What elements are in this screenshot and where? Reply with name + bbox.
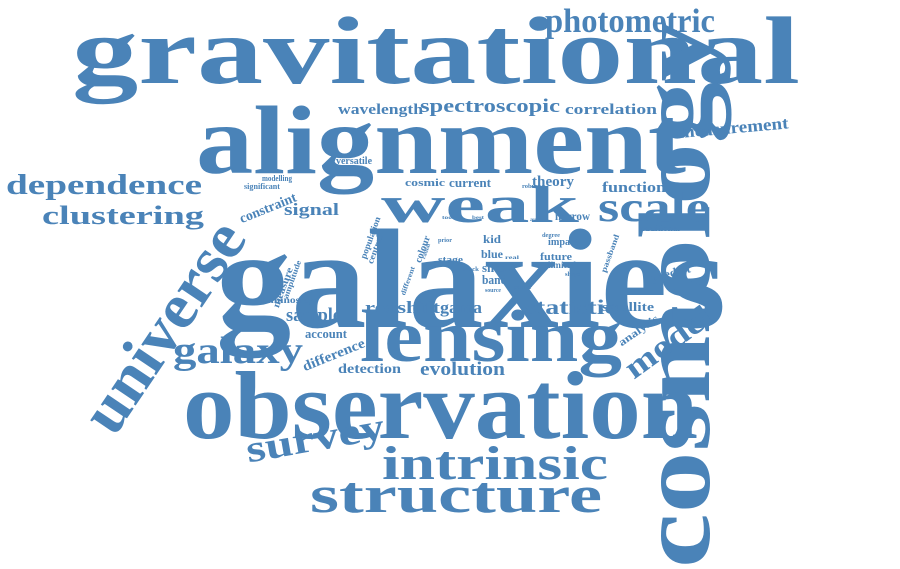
word-gravitational: gravitational [72,0,800,104]
word-tool: tool [442,216,454,221]
word-signal: signal [284,200,339,219]
word-source: source [485,288,501,294]
word-scale: scale [598,185,710,231]
word-dependence: dependence [6,170,202,201]
word-alignment: alignment [196,87,686,195]
word-degree: degree [542,233,560,239]
word-wavelength: wavelength [338,102,423,118]
word-satellite: satellite [602,299,654,314]
word-versatile: versatile [336,155,372,167]
word-impact: impact [548,237,578,248]
word-auto: auto [530,218,542,223]
word-blue: blue [481,247,503,261]
word-account: account [305,326,347,341]
word-structure: structure [310,467,602,524]
word-galaxy: galaxy [173,330,303,372]
word-additional: additional [640,224,680,233]
word-future: future [540,251,572,263]
word-function: function [602,180,666,196]
word-significant: significant [244,182,280,191]
word-stage: stage [438,255,463,266]
word-shear: shear [482,260,512,275]
word-lensing: lensing [360,296,622,378]
word-luminosity: luminosity [261,295,313,305]
word-weak: weak [381,177,579,234]
word-clustering: clustering [42,201,204,230]
word-theory: theory [532,174,574,190]
word-sample: sample [286,305,341,326]
word-narrow: narrow [555,209,590,223]
word-statistic: statistic [525,295,617,319]
word-power: power [514,285,532,291]
word-mock: mock [463,267,479,273]
word-prior: prior [438,238,452,244]
word-galaxies: galaxies [216,200,726,358]
word-best: best [472,216,484,221]
word-photometric: photometric [545,3,715,40]
word-modelling: modelling [262,174,292,183]
word-spectroscopic: spectroscopic [420,96,560,117]
word-band: band [482,272,507,287]
word-redshift: redshift [365,298,440,317]
word-intrinsic: intrinsic [382,437,608,490]
word-kid: kid [483,232,501,246]
word-real: real [505,256,519,261]
word-current: current [449,175,491,190]
word-cosmic: cosmic [405,177,445,189]
word-shape: shape [565,272,581,278]
word-observation: observation [183,352,698,459]
word-gama: gama [440,298,482,317]
word-evolution: evolution [420,359,505,380]
word-limited: limited [548,260,576,270]
word-correlation: correlation [565,102,657,118]
word-robust: robust [522,184,540,190]
word-detection: detection [338,362,401,377]
